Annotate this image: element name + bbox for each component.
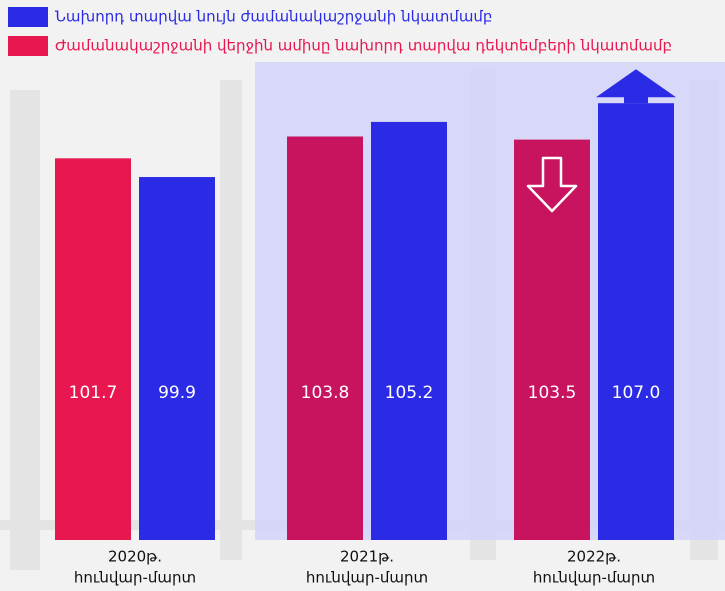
x-tick-label: հունվար-մարտ (306, 569, 428, 587)
x-tick-label: հունվար-մարտ (533, 569, 655, 587)
up-arrow (596, 69, 676, 104)
bar (514, 139, 590, 540)
x-tick-label: հունվար-մարտ (74, 569, 196, 587)
value-label: 99.9 (158, 383, 196, 403)
legend-label: Ժամանակաշրջանի վերջին ամիսը նախորդ տարվա… (55, 37, 672, 55)
x-tick-label: 2022թ. (567, 548, 621, 566)
value-label: 103.5 (528, 383, 577, 403)
bar (371, 121, 447, 541)
legend-label: Նախորդ տարվա նույն ժամանակաշրջանի նկատմա… (55, 8, 492, 26)
legend-swatch (8, 36, 48, 56)
bar (55, 158, 131, 540)
bar (287, 136, 363, 541)
down-arrow (526, 156, 578, 213)
bar (598, 103, 674, 540)
value-label: 107.0 (612, 383, 661, 403)
bar (139, 177, 215, 541)
legend-swatch (8, 7, 48, 27)
value-label: 101.7 (69, 383, 118, 403)
value-label: 103.8 (301, 383, 350, 403)
value-label: 105.2 (385, 383, 434, 403)
x-tick-label: 2021թ. (340, 548, 394, 566)
x-tick-label: 2020թ. (108, 548, 162, 566)
